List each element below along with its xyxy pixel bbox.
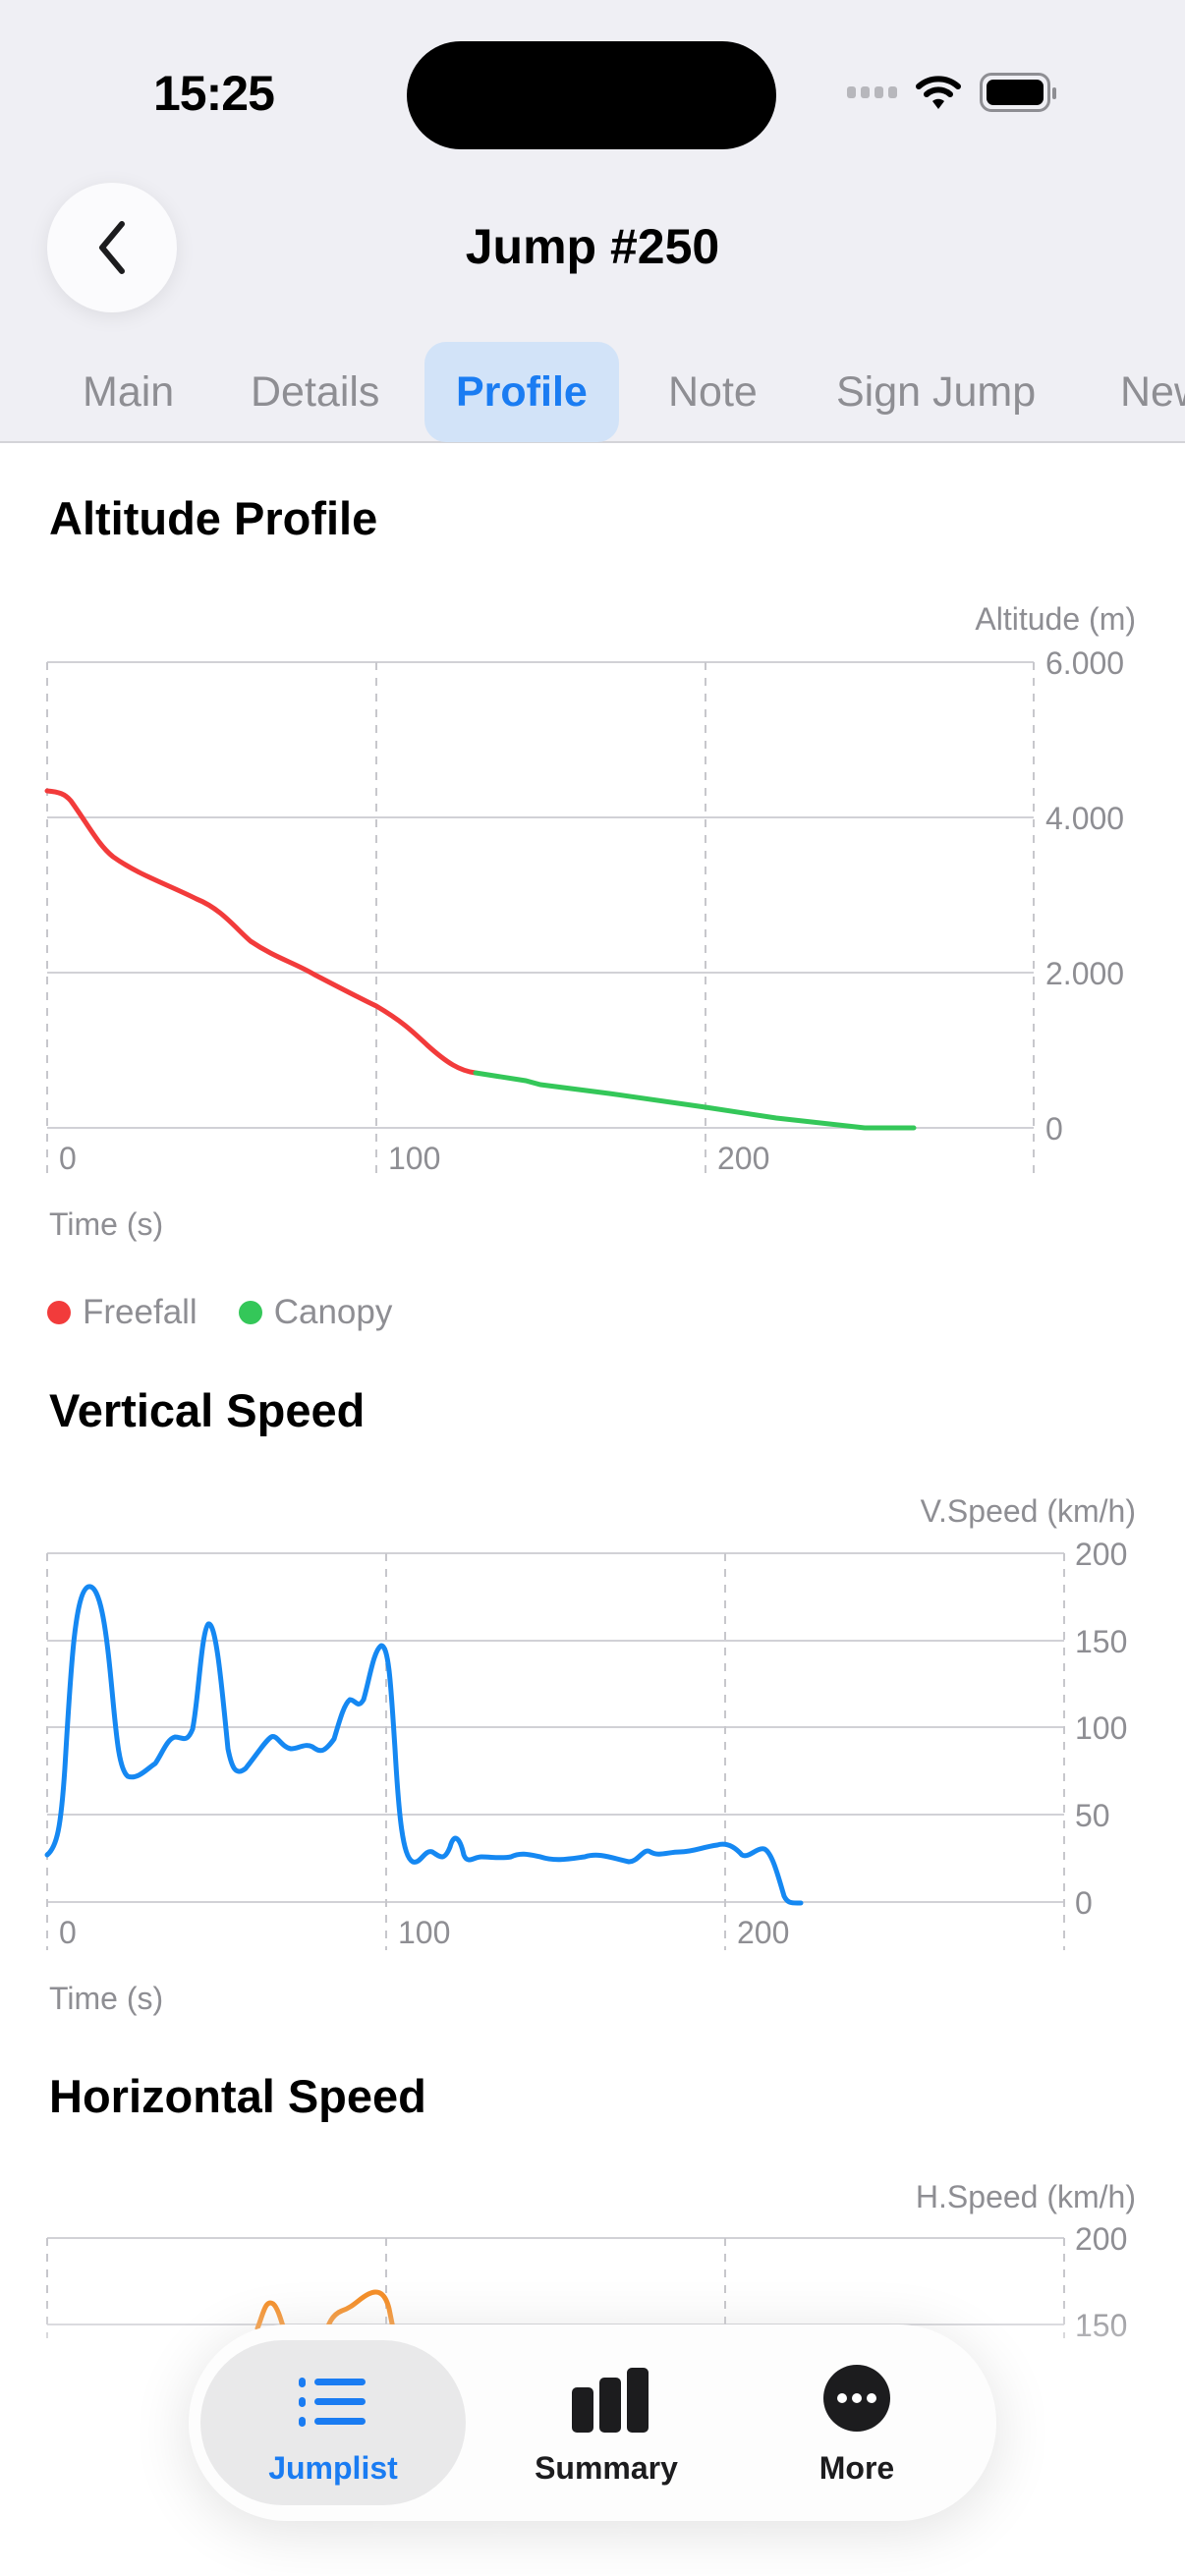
y-tick: 4.000 [1045,801,1124,836]
tab-bar-more[interactable]: More [724,2324,989,2521]
altitude-section-title: Altitude Profile [49,492,378,544]
hspeed-y-axis-title: H.Speed (km/h) [915,2179,1136,2214]
freefall-dot-icon [47,1301,71,1324]
y-tick: 100 [1075,1710,1127,1746]
legend-item-freefall: Freefall [47,1293,198,1332]
x-tick: 100 [398,1915,450,1950]
tab-sign-jump[interactable]: Sign Jump [836,368,1037,416]
tab-new[interactable]: New [1120,368,1185,416]
tab-bar: Jumplist Summary More [189,2324,996,2521]
altitude-y-axis-title: Altitude (m) [975,601,1136,637]
vspeed-y-axis-title: V.Speed (km/h) [920,1493,1136,1529]
altitude-chart: 6.000 4.000 2.000 0 0 100 200 [44,645,1124,1176]
status-time: 15:25 [153,66,275,121]
y-tick: 200 [1075,2221,1127,2257]
y-tick: 50 [1075,1798,1110,1833]
segment-tabs: Main Details Profile Note Sign Jump New [0,342,1185,442]
ellipsis-circle-icon [823,2365,890,2432]
battery-icon [980,73,1056,112]
chevron-left-icon [99,221,125,274]
altitude-x-axis-title: Time (s) [49,1206,164,1242]
tab-profile[interactable]: Profile [424,342,619,442]
signal-icon [847,86,897,98]
tab-bar-jumplist[interactable]: Jumplist [200,2340,466,2505]
y-tick: 200 [1075,1537,1127,1572]
chart-bars-icon [572,2368,649,2433]
page-title: Jump #250 [465,219,720,274]
canopy-line [473,1070,917,1131]
y-tick: 150 [1075,1624,1127,1659]
altitude-legend: Freefall Canopy [47,1293,433,1332]
x-tick: 0 [59,1915,77,1950]
vspeed-section-title: Vertical Speed [49,1384,366,1436]
status-icons [847,73,1056,112]
wifi-icon [916,76,961,109]
legend-item-canopy: Canopy [238,1293,392,1332]
vspeed-x-axis-title: Time (s) [49,1981,164,2016]
back-button[interactable] [47,183,177,312]
y-tick: 0 [1075,1885,1093,1921]
hspeed-section-title: Horizontal Speed [49,2070,426,2122]
vspeed-chart: 200 150 100 50 0 0 100 200 [44,1537,1127,1950]
tab-details[interactable]: Details [251,368,380,416]
y-tick: 6.000 [1045,645,1124,681]
x-tick: 200 [737,1915,789,1950]
dynamic-island [407,41,776,149]
header: 15:25 Jump #250 Main Details Profile Not… [0,0,1185,443]
y-tick: 0 [1045,1111,1063,1147]
x-tick: 100 [388,1141,440,1176]
canopy-dot-icon [238,1301,262,1324]
freefall-line [44,788,479,1076]
y-tick: 2.000 [1045,956,1124,991]
x-tick: 200 [717,1141,769,1176]
list-icon [299,2378,366,2427]
tab-bar-summary[interactable]: Summary [474,2324,739,2521]
tab-note[interactable]: Note [668,368,758,416]
x-tick: 0 [59,1141,77,1176]
tab-main[interactable]: Main [83,368,175,416]
vspeed-line [44,1584,804,1906]
